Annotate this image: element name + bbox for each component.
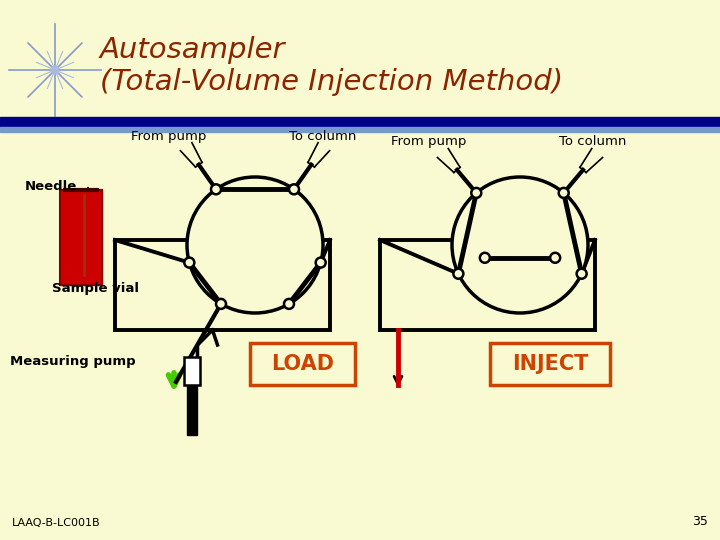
Bar — [0, 117, 720, 127]
Text: To column: To column — [289, 130, 356, 143]
Circle shape — [315, 258, 325, 268]
Text: (Total-Volume Injection Method): (Total-Volume Injection Method) — [100, 68, 563, 96]
Bar — [380, 240, 595, 330]
Circle shape — [480, 253, 490, 263]
Bar — [0, 127, 720, 132]
Circle shape — [559, 188, 569, 198]
Circle shape — [452, 177, 588, 313]
Circle shape — [577, 269, 587, 279]
Bar — [60, 190, 102, 285]
Text: LOAD: LOAD — [271, 354, 334, 374]
Text: Measuring pump: Measuring pump — [10, 355, 135, 368]
Text: From pump: From pump — [130, 130, 206, 143]
Text: Autosampler: Autosampler — [100, 36, 286, 64]
Text: Sample vial: Sample vial — [52, 282, 139, 295]
Bar — [184, 357, 200, 385]
Bar — [115, 240, 330, 330]
Circle shape — [454, 269, 464, 279]
Circle shape — [284, 299, 294, 309]
Circle shape — [211, 184, 221, 194]
Circle shape — [184, 258, 194, 268]
Circle shape — [289, 184, 299, 194]
Bar — [250, 343, 355, 385]
Bar — [60, 190, 102, 285]
Text: 35: 35 — [692, 515, 708, 528]
Circle shape — [216, 299, 226, 309]
Text: Needle: Needle — [25, 180, 77, 193]
Circle shape — [550, 253, 560, 263]
Circle shape — [472, 188, 481, 198]
Text: INJECT: INJECT — [512, 354, 588, 374]
Text: LAAQ-B-LC001B: LAAQ-B-LC001B — [12, 518, 101, 528]
Circle shape — [51, 66, 59, 74]
Text: To column: To column — [559, 135, 626, 148]
Text: From pump: From pump — [391, 135, 467, 148]
Circle shape — [187, 177, 323, 313]
Bar — [187, 385, 197, 435]
Bar — [490, 343, 610, 385]
